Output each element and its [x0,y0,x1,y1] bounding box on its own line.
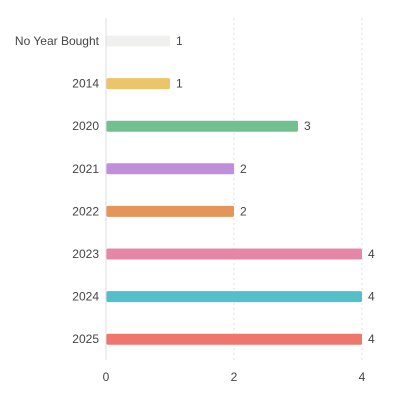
bar-2025 [106,333,362,345]
bar-2014 [106,78,170,90]
data-label: 4 [368,247,375,261]
category-label: 2023 [72,247,99,261]
bars-layer [106,35,362,345]
bar-2024 [106,291,362,303]
bar-2021 [106,163,234,175]
ticks-layer: 0 2 4 [103,370,366,384]
category-label: 2024 [72,290,99,304]
bar-no-year-bought [106,35,170,47]
data-label: 3 [304,119,311,133]
x-tick-label: 2 [231,370,238,384]
labels-layer: No Year Bought 1 2014 1 2020 3 2021 2 2022 2 2023 4… [15,34,375,346]
category-label: 2022 [72,204,99,218]
category-label: 2025 [72,332,99,346]
data-label: 4 [368,332,375,346]
bar-2022 [106,205,234,217]
bar-2023 [106,248,362,260]
bar-2020 [106,120,298,132]
category-label: 2020 [72,119,99,133]
data-label: 4 [368,290,375,304]
category-label: 2021 [72,162,99,176]
data-label: 2 [240,204,247,218]
data-label: 2 [240,162,247,176]
x-tick-label: 4 [359,370,366,384]
grid-layer [233,18,363,360]
x-tick-label: 0 [103,370,110,384]
category-label: No Year Bought [15,34,100,48]
data-label: 1 [176,34,183,48]
data-label: 1 [176,77,183,91]
category-label: 2014 [72,77,99,91]
